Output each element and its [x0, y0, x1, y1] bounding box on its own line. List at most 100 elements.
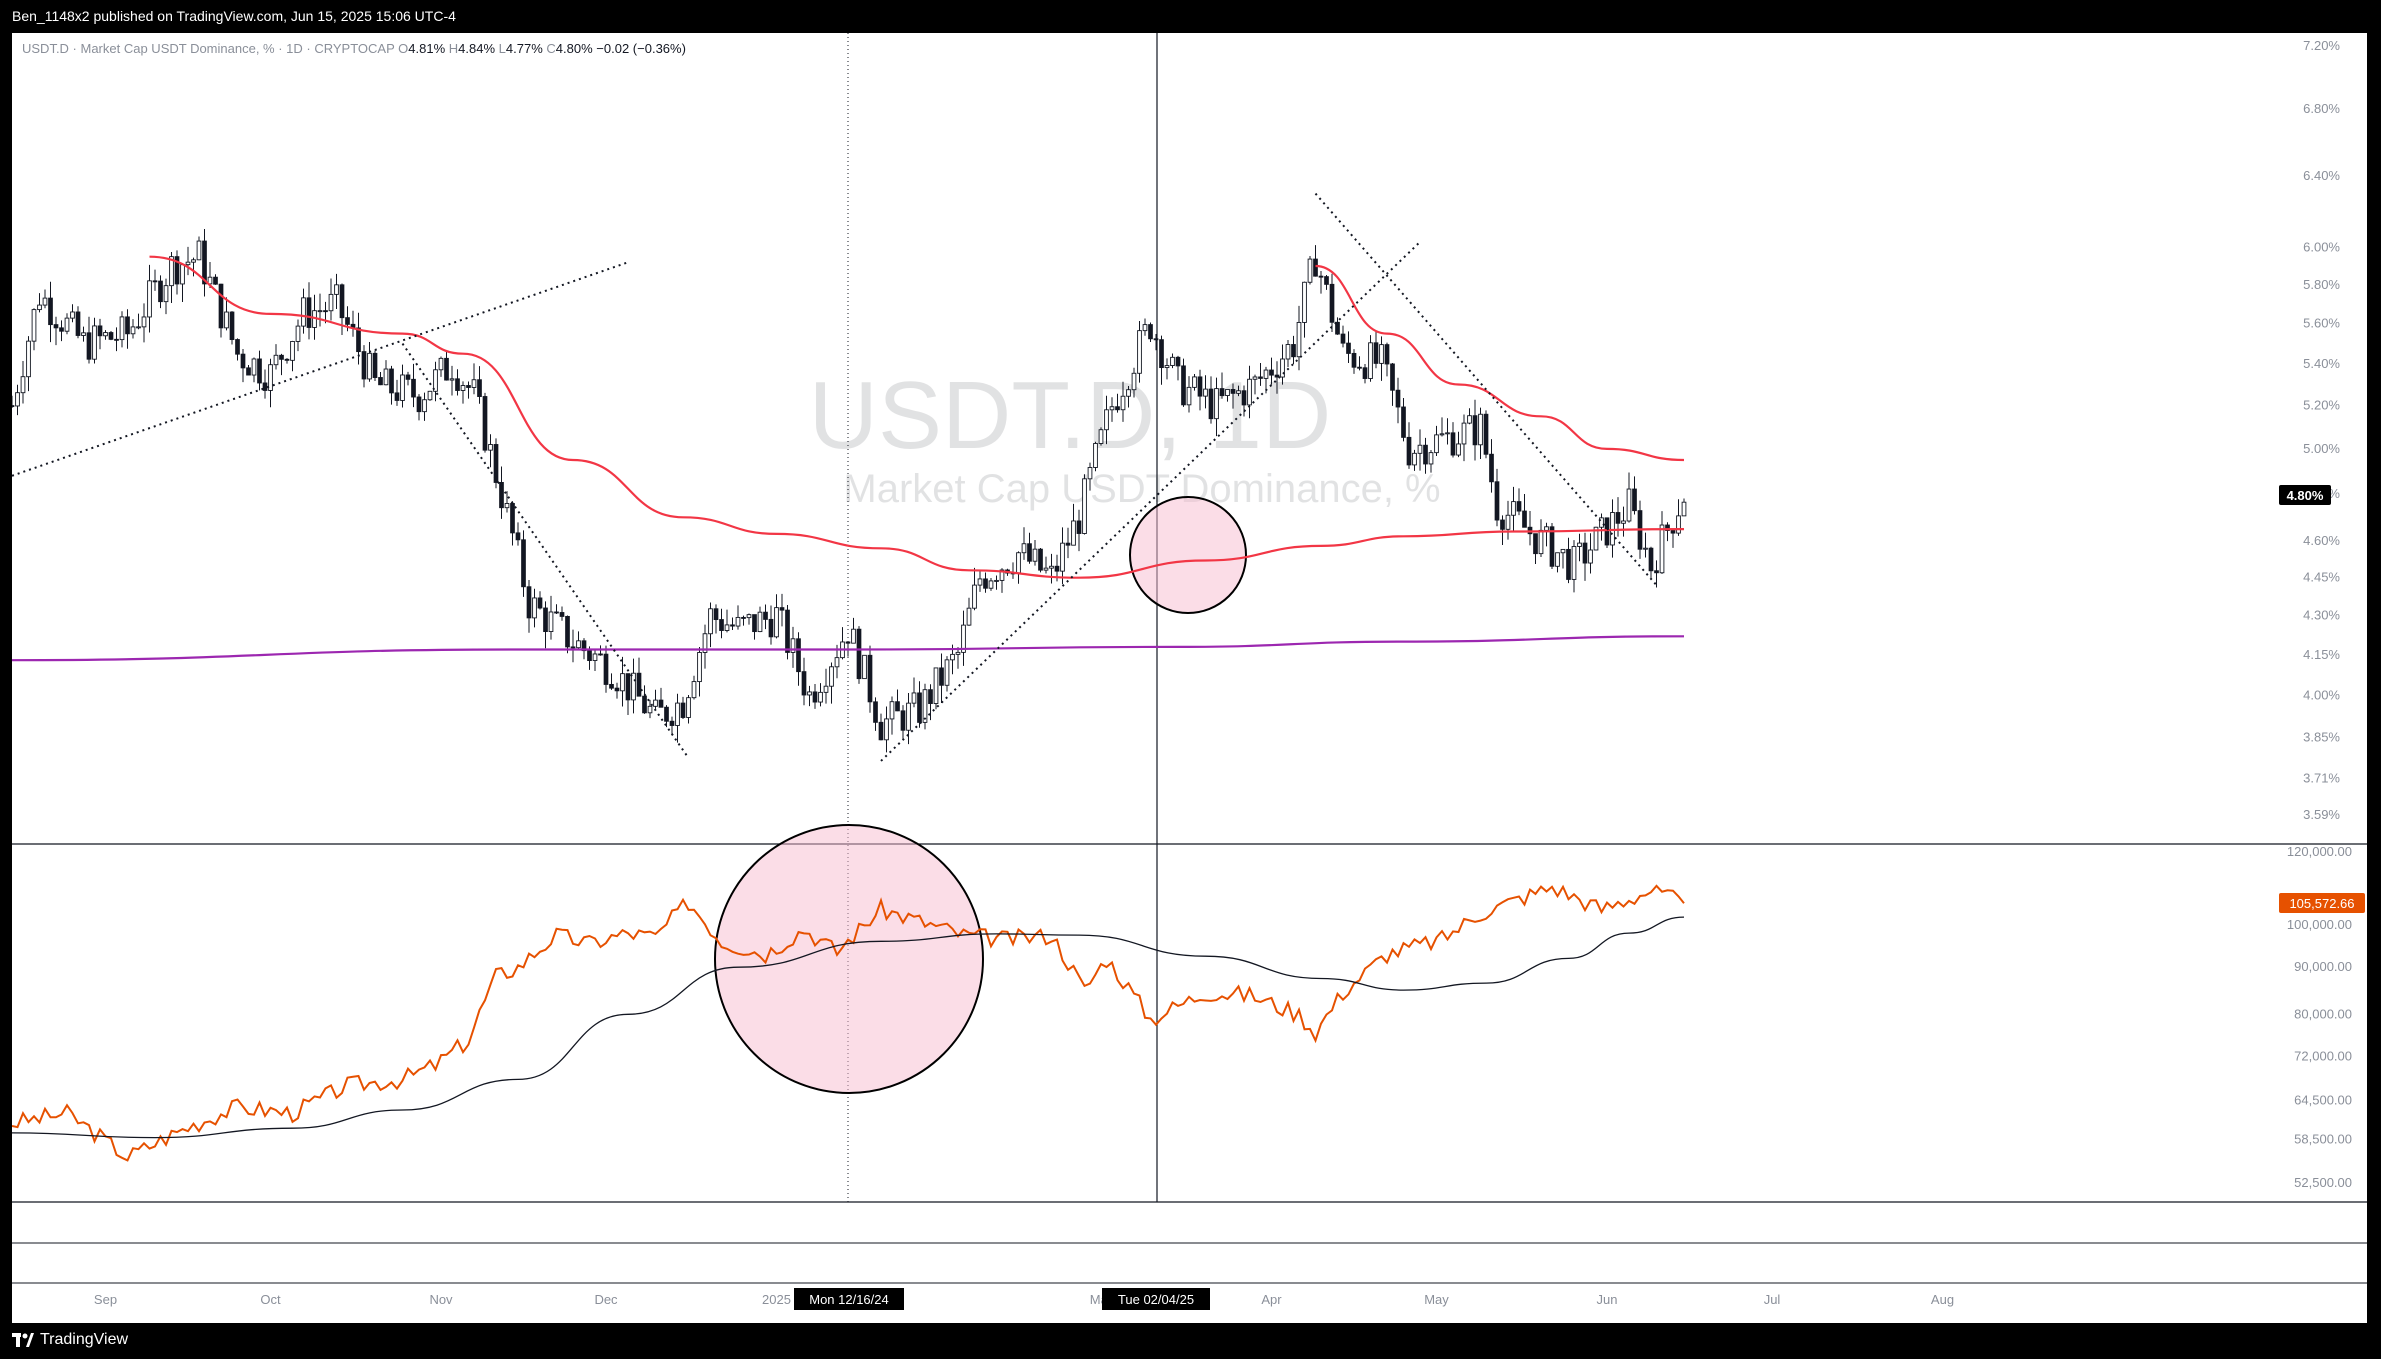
candle: [1219, 372, 1225, 399]
candle: [862, 654, 867, 680]
price-axis[interactable]: 7.20% 6.80% 6.40% 6.00% 5.80% 5.60% 5.40% 5.20%…: [2303, 38, 2340, 822]
candle: [554, 604, 559, 615]
candle: [719, 608, 724, 639]
candle: [988, 577, 994, 591]
legend-close-value: 4.80%: [555, 41, 593, 56]
candle: [1060, 527, 1065, 585]
candle: [1384, 342, 1390, 377]
candle: [273, 344, 279, 370]
candle: [1445, 418, 1450, 445]
candle: [1362, 363, 1368, 384]
candle: [1516, 488, 1522, 516]
candle: [1032, 539, 1038, 566]
candle: [15, 384, 20, 416]
candle: [1142, 318, 1148, 336]
candle: [1269, 357, 1274, 385]
candle: [202, 228, 207, 297]
candle: [482, 392, 488, 453]
candle: [592, 650, 598, 672]
candle: [515, 522, 521, 546]
price-axis-label: 5.80%: [2303, 277, 2340, 292]
candle: [317, 293, 323, 327]
candle: [631, 658, 636, 714]
candle: [213, 274, 218, 285]
candle: [680, 696, 686, 719]
tradingview-logo[interactable]: TradingView: [12, 1331, 128, 1349]
candle: [532, 588, 537, 628]
candle: [1549, 522, 1555, 570]
candle: [1643, 532, 1648, 558]
candle: [81, 326, 86, 342]
candle: [12, 395, 15, 409]
time-axis[interactable]: Sep Oct Nov Dec 2025 Mar Apr May Jun Jul Aug: [94, 1292, 1954, 1307]
candle: [1472, 399, 1478, 461]
overlay-ma-line[interactable]: [12, 916, 1685, 1139]
candle: [1390, 362, 1395, 406]
indicator-axis[interactable]: 120,000.00 100,000.00 90,000.00 80,000.00 72…: [2287, 844, 2352, 1190]
candle: [1225, 389, 1230, 402]
chart-area[interactable]: [12, 33, 2367, 1323]
indicator-axis-label: 90,000.00: [2294, 959, 2352, 974]
time-axis-label: Oct: [260, 1292, 281, 1307]
candle: [438, 356, 444, 377]
candle: [1296, 305, 1302, 371]
candle: [1577, 533, 1582, 562]
price-axis-label: 6.40%: [2303, 168, 2340, 183]
candle: [1467, 408, 1472, 425]
moving-average-fast-recent-line[interactable]: [1315, 264, 1685, 462]
trendlines-layer[interactable]: [11, 192, 1658, 762]
time-axis-label: Apr: [1261, 1292, 1282, 1307]
candle: [972, 567, 977, 611]
candle: [724, 609, 730, 633]
candle: [807, 685, 812, 707]
candle: [158, 275, 163, 309]
candle: [955, 647, 961, 669]
candle: [1654, 560, 1659, 588]
candle: [460, 381, 466, 404]
candle: [510, 501, 515, 546]
candle: [1527, 511, 1533, 546]
candle: [1214, 377, 1219, 437]
highlight-circle-sub[interactable]: [714, 824, 984, 1094]
moving-average-slow-line[interactable]: [12, 635, 1685, 662]
candle: [235, 338, 240, 361]
price-axis-label: 4.60%: [2303, 533, 2340, 548]
candle: [1676, 499, 1681, 536]
indicator-axis-label: 58,500.00: [2294, 1132, 2352, 1147]
candle: [697, 646, 702, 697]
candle: [691, 675, 697, 700]
candle: [1076, 509, 1082, 552]
candle: [1648, 546, 1654, 579]
trendline[interactable]: [11, 261, 629, 477]
candle: [1461, 414, 1467, 462]
candle: [911, 677, 917, 708]
candle: [1258, 362, 1263, 386]
candle: [185, 246, 191, 276]
legend-low-value: 4.77%: [505, 41, 543, 56]
trendline[interactable]: [1314, 192, 1658, 586]
highlight-circle-main[interactable]: [1129, 496, 1247, 614]
candle: [1093, 441, 1098, 472]
candle: [840, 627, 845, 660]
candle: [730, 617, 735, 631]
candle: [147, 264, 152, 333]
publish-bar: Ben_1148x2 published on TradingView.com,…: [0, 0, 2381, 33]
candle: [1401, 398, 1406, 442]
candle: [1417, 429, 1423, 471]
candle: [1291, 335, 1296, 365]
trendline[interactable]: [401, 343, 690, 759]
price-axis-label: 4.45%: [2303, 570, 2340, 585]
candle: [1566, 537, 1571, 584]
candle: [1544, 522, 1549, 547]
candle: [1170, 353, 1175, 369]
candle: [636, 657, 642, 697]
candle: [559, 606, 565, 621]
candle: [818, 683, 823, 707]
candle: [917, 681, 922, 728]
symbol-legend[interactable]: USDT.D · Market Cap USDT Dominance, % · …: [22, 41, 686, 56]
candle: [1131, 367, 1137, 398]
moving-average-fast-line[interactable]: [149, 255, 1685, 579]
overlay-price-line[interactable]: [12, 884, 1685, 1162]
indicator-axis-label: 52,500.00: [2294, 1175, 2352, 1190]
